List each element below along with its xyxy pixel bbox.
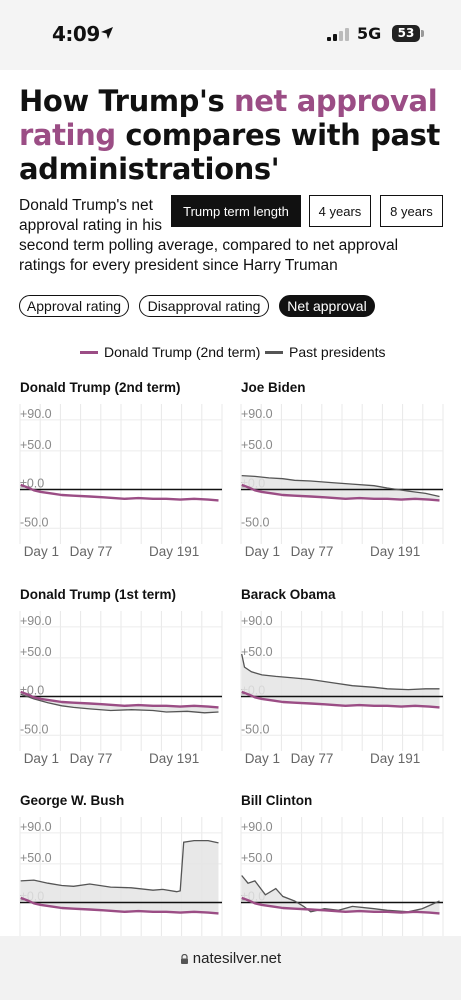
y-tick-label: +50.0	[20, 645, 52, 659]
legend-label-trump: Donald Trump (2nd term)	[104, 344, 261, 360]
trump-2nd-term-line	[20, 483, 219, 502]
y-tick-label: +90.0	[20, 614, 52, 628]
legend-label-past: Past presidents	[289, 344, 386, 360]
y-tick-label: +90.0	[241, 614, 273, 628]
y-tick-label: +90.0	[241, 820, 273, 834]
cellular-signal-icon	[327, 28, 349, 41]
description-line-1: Donald Trump's net	[19, 197, 153, 214]
url-display[interactable]: natesilver.net	[0, 950, 461, 967]
headline-accent: net approval rating	[19, 84, 438, 152]
network-type: 5G	[357, 24, 382, 43]
trump-2nd-term-line	[241, 690, 440, 709]
status-time: 4:09	[52, 22, 100, 46]
x-tick-label: Day 1	[24, 544, 59, 559]
metric-button-approval[interactable]: Approval rating	[19, 295, 129, 317]
y-tick-label: -50.0	[241, 722, 270, 736]
panel-title-trump-2nd: Donald Trump (2nd term)	[20, 380, 181, 395]
trump-2nd-term-line	[20, 896, 219, 915]
term-button-4-years[interactable]: 4 years	[309, 195, 371, 227]
x-tick-label: Day 1	[245, 544, 280, 559]
x-tick-label: Day 191	[370, 544, 420, 559]
y-tick-label: +90.0	[20, 820, 52, 834]
chart-legend: Donald Trump (2nd term) Past presidents	[0, 344, 461, 364]
url-text: natesilver.net	[192, 950, 282, 967]
x-tick-label: Day 191	[370, 751, 420, 766]
panel-title-bush: George W. Bush	[20, 793, 125, 808]
headline-suffix: compares with past administrations'	[19, 118, 440, 186]
page-title: How Trump's net approval rating compares…	[19, 84, 444, 186]
y-tick-label: +90.0	[241, 407, 273, 421]
x-tick-label: Day 1	[24, 751, 59, 766]
metric-button-net-approval[interactable]: Net approval	[279, 295, 375, 317]
x-tick-label: Day 1	[245, 751, 280, 766]
trump-2nd-term-line	[20, 690, 219, 709]
y-tick-label: -50.0	[20, 722, 49, 736]
description-line-3: second term polling average, compared to…	[19, 237, 399, 254]
trump-2nd-term-line	[241, 896, 440, 915]
metric-button-disapproval[interactable]: Disapproval rating	[139, 295, 269, 317]
battery-level: 53	[397, 26, 415, 40]
y-tick-label: +50.0	[241, 851, 273, 865]
panel-chart-clinton: +90.0+50.0±0.0	[240, 817, 444, 936]
panel-title-trump-1st: Donald Trump (1st term)	[20, 587, 177, 602]
x-tick-label: Day 191	[149, 544, 199, 559]
lock-icon	[180, 954, 188, 964]
term-button-8-years[interactable]: 8 years	[380, 195, 443, 227]
x-tick-label: Day 77	[70, 544, 113, 559]
y-tick-label: +50.0	[20, 851, 52, 865]
x-tick-label: Day 77	[70, 751, 113, 766]
past-president-line	[241, 474, 440, 498]
y-tick-label: +50.0	[241, 645, 273, 659]
y-tick-label: -50.0	[20, 515, 49, 529]
legend-swatch-trump	[80, 350, 98, 354]
y-tick-label: +50.0	[20, 438, 52, 452]
panel-chart-bush: +90.0+50.0±0.0	[19, 817, 223, 936]
difference-area	[20, 840, 219, 914]
description-line-2: approval rating in his	[19, 217, 163, 234]
x-tick-label: Day 77	[291, 751, 334, 766]
difference-area	[241, 654, 440, 708]
past-president-line	[20, 693, 219, 714]
panel-title-clinton: Bill Clinton	[241, 793, 313, 808]
x-tick-label: Day 191	[149, 751, 199, 766]
term-button-trump-term-length[interactable]: Trump term length	[171, 195, 301, 227]
trump-2nd-term-line	[241, 483, 440, 502]
difference-area	[241, 475, 440, 501]
legend-item-trump: Donald Trump (2nd term)	[80, 344, 260, 360]
difference-area	[241, 875, 440, 914]
y-tick-label: +50.0	[241, 438, 273, 452]
panel-title-biden: Joe Biden	[241, 380, 306, 395]
y-tick-label: +90.0	[20, 407, 52, 421]
x-tick-label: Day 77	[291, 544, 334, 559]
browser-url-bar[interactable]: natesilver.net	[0, 936, 461, 1000]
panel-title-obama: Barack Obama	[241, 587, 336, 602]
past-president-line	[241, 653, 440, 691]
legend-item-past: Past presidents	[265, 344, 386, 360]
past-president-line	[20, 839, 219, 893]
battery-icon: 53	[392, 25, 424, 42]
status-bar: 4:09 5G 53	[0, 0, 461, 70]
headline-prefix: How Trump's	[19, 84, 235, 118]
location-arrow-icon	[101, 27, 113, 39]
y-tick-label: -50.0	[241, 515, 270, 529]
difference-area	[20, 691, 219, 713]
description-line-4: ratings for every president since Harry …	[19, 257, 338, 274]
legend-swatch-past	[265, 350, 283, 354]
